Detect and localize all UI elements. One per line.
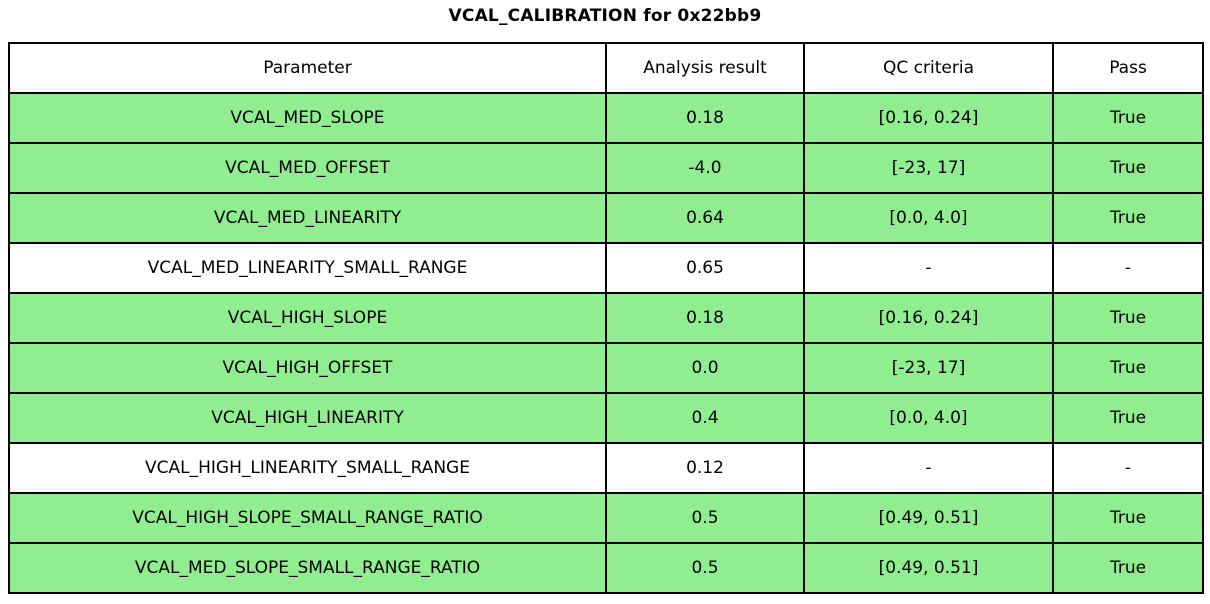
cell-pass: True xyxy=(1052,492,1204,544)
table-row: VCAL_MED_LINEARITY 0.64 [0.0, 4.0] True xyxy=(8,192,1204,244)
cell-pass: True xyxy=(1052,192,1204,244)
table-row: VCAL_MED_LINEARITY_SMALL_RANGE 0.65- - xyxy=(8,242,1204,294)
cell-result: 0.4 xyxy=(605,392,805,444)
cell-pass: True xyxy=(1052,142,1204,194)
cell-criteria: [0.16, 0.24] xyxy=(803,292,1054,344)
cell-result: 0.64 xyxy=(605,192,805,244)
cell-result: 0.5 xyxy=(605,492,805,544)
chart-title: VCAL_CALIBRATION for 0x22bb9 xyxy=(448,6,762,26)
column-header-pass: Pass xyxy=(1052,42,1204,94)
cell-criteria: [-23, 17] xyxy=(803,142,1054,194)
cell-parameter: VCAL_HIGH_LINEARITY xyxy=(8,392,607,444)
cell-parameter: VCAL_MED_LINEARITY_SMALL_RANGE xyxy=(8,242,607,294)
table-header-row: Parameter Analysis result QC criteria Pa… xyxy=(8,42,1204,94)
cell-result: 0.18 xyxy=(605,92,805,144)
cell-criteria: [0.0, 4.0] xyxy=(803,192,1054,244)
cell-criteria: [0.0, 4.0] xyxy=(803,392,1054,444)
table-row: VCAL_HIGH_LINEARITY 0.4 [0.0, 4.0] True xyxy=(8,392,1204,444)
column-header-qc-criteria: QC criteria xyxy=(803,42,1054,94)
cell-parameter: VCAL_HIGH_SLOPE xyxy=(8,292,607,344)
cell-pass: True xyxy=(1052,92,1204,144)
table-body: VCAL_MED_SLOPE 0.18 [0.16, 0.24] True VCAL_M… xyxy=(8,92,1204,594)
cell-result: 0.5 xyxy=(605,542,805,594)
cell-criteria: - xyxy=(803,242,1054,294)
cell-parameter: VCAL_MED_OFFSET xyxy=(8,142,607,194)
cell-pass: True xyxy=(1052,342,1204,394)
cell-pass: - xyxy=(1052,442,1204,494)
cell-criteria: - xyxy=(803,442,1054,494)
column-header-analysis-result: Analysis result xyxy=(605,42,805,94)
cell-pass: - xyxy=(1052,242,1204,294)
cell-parameter: VCAL_MED_SLOPE_SMALL_RANGE_RATIO xyxy=(8,542,607,594)
qc-results-table: Parameter Analysis result QC criteria Pa… xyxy=(8,42,1204,594)
cell-criteria: [0.16, 0.24] xyxy=(803,92,1054,144)
cell-parameter: VCAL_HIGH_OFFSET xyxy=(8,342,607,394)
cell-pass: True xyxy=(1052,392,1204,444)
cell-parameter: VCAL_MED_SLOPE xyxy=(8,92,607,144)
table-row: VCAL_MED_SLOPE_SMALL_RANGE_RATIO 0.5 [0.49… xyxy=(8,542,1204,594)
table-row: VCAL_HIGH_SLOPE_SMALL_RANGE_RATIO 0.5 [0.4… xyxy=(8,492,1204,544)
table-row: VCAL_HIGH_OFFSET 0.0 [-23, 17] True xyxy=(8,342,1204,394)
cell-parameter: VCAL_MED_LINEARITY xyxy=(8,192,607,244)
table-row: VCAL_MED_SLOPE 0.18 [0.16, 0.24] True xyxy=(8,92,1204,144)
table-row: VCAL_MED_OFFSET -4.0 [-23, 17] True xyxy=(8,142,1204,194)
cell-parameter: VCAL_HIGH_SLOPE_SMALL_RANGE_RATIO xyxy=(8,492,607,544)
cell-result: 0.18 xyxy=(605,292,805,344)
cell-result: 0.12 xyxy=(605,442,805,494)
column-header-parameter: Parameter xyxy=(8,42,607,94)
cell-result: -4.0 xyxy=(605,142,805,194)
cell-criteria: [0.49, 0.51] xyxy=(803,542,1054,594)
cell-pass: True xyxy=(1052,542,1204,594)
cell-result: 0.65 xyxy=(605,242,805,294)
table-row: VCAL_HIGH_LINEARITY_SMALL_RANGE 0.12- - xyxy=(8,442,1204,494)
cell-criteria: [0.49, 0.51] xyxy=(803,492,1054,544)
cell-pass: True xyxy=(1052,292,1204,344)
cell-criteria: [-23, 17] xyxy=(803,342,1054,394)
table-row: VCAL_HIGH_SLOPE 0.18 [0.16, 0.24] True xyxy=(8,292,1204,344)
cell-result: 0.0 xyxy=(605,342,805,394)
cell-parameter: VCAL_HIGH_LINEARITY_SMALL_RANGE xyxy=(8,442,607,494)
